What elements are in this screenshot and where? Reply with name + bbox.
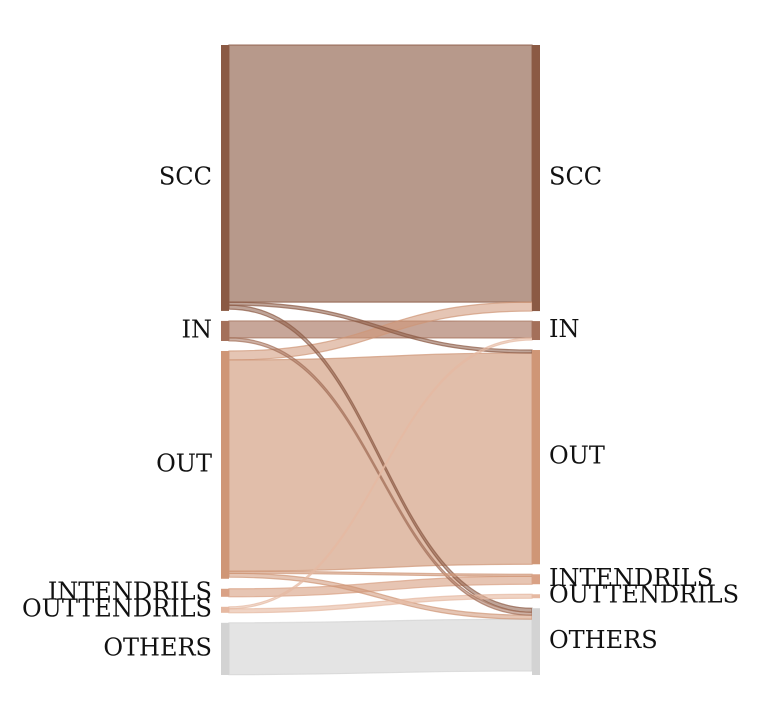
right-label-intendrils: INTENDRILS bbox=[549, 564, 713, 592]
left-label-in: IN bbox=[182, 315, 212, 343]
right-node-scc bbox=[532, 45, 540, 312]
left-label-out: OUT bbox=[156, 449, 212, 477]
left-node-intendrils bbox=[221, 588, 229, 597]
link-scc-to-scc bbox=[228, 44, 533, 303]
sankey-links bbox=[228, 44, 533, 676]
left-label-scc: SCC bbox=[159, 162, 212, 190]
right-node-intendrils bbox=[532, 574, 540, 585]
right-node-in bbox=[532, 321, 540, 341]
right-label-outtendrils: OUTTENDRILS bbox=[549, 581, 739, 609]
left-node-others bbox=[221, 622, 229, 675]
right-label-others: OTHERS bbox=[549, 626, 658, 654]
right-label-scc: SCC bbox=[549, 163, 602, 191]
link-others-to-others bbox=[228, 618, 533, 676]
left-node-scc bbox=[221, 45, 229, 311]
sankey-nodes bbox=[221, 45, 540, 675]
right-label-out: OUT bbox=[549, 442, 605, 470]
link-out-to-out bbox=[228, 352, 533, 572]
right-node-outtendrils bbox=[532, 594, 540, 599]
left-node-outtendrils bbox=[221, 606, 229, 613]
left-label-intendrils: INTENDRILS bbox=[48, 577, 212, 605]
left-node-in bbox=[221, 320, 229, 341]
right-node-out bbox=[532, 350, 540, 565]
right-label-in: IN bbox=[549, 315, 579, 343]
left-label-outtendrils: OUTTENDRILS bbox=[22, 594, 212, 622]
right-node-others bbox=[532, 608, 540, 675]
left-node-out bbox=[221, 350, 229, 579]
left-label-others: OTHERS bbox=[103, 633, 212, 661]
sankey-labels: SCCINOUTINTENDRILSOUTTENDRILSOTHERSSCCIN… bbox=[22, 162, 739, 661]
